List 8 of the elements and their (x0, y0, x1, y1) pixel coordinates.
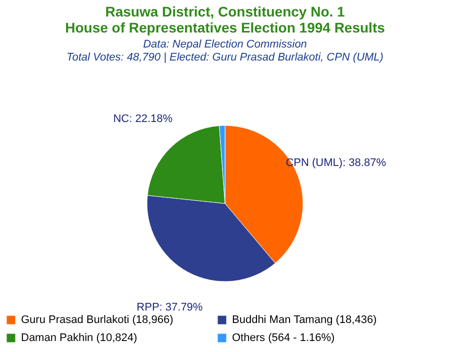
legend-label: Daman Pakhin (10,824) (21, 332, 138, 344)
chart-subtitle: Data: Nepal Election Commission Total Votes: 48,790 | Elected: Guru Prasad Burlakoti, CPN (UML) (66, 38, 384, 64)
legend-label: Guru Prasad Burlakoti (18,966) (21, 314, 174, 326)
legend-label: Buddhi Man Tamang (18,436) (232, 314, 377, 326)
chart-title: Rasuwa District, Constituency No. 1 House of Representatives Election 1994 Results (65, 4, 386, 36)
data-label: NC: 22.18% (113, 112, 173, 125)
legend-label: Others (564 - 1.16%) (232, 332, 335, 344)
data-label: RPP: 37.79% (136, 302, 203, 314)
